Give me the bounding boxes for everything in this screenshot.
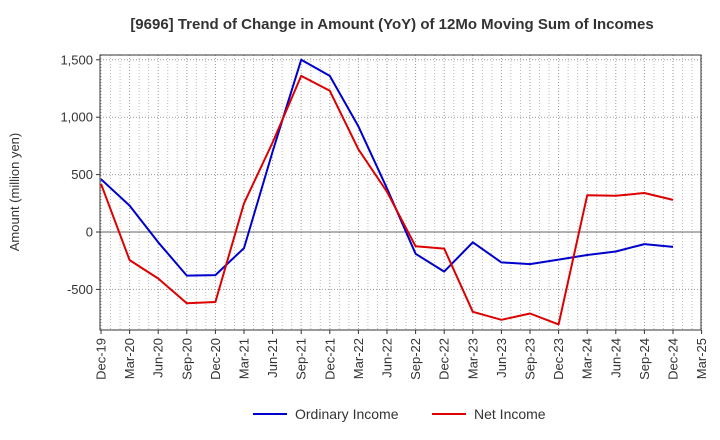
- x-tick-label: Mar-24: [580, 338, 595, 379]
- grid-lines: [100, 55, 703, 330]
- x-tick-label: Jun-24: [608, 338, 623, 378]
- y-tick-label: 0: [86, 225, 93, 240]
- series-line-ordinary-income: [100, 58, 674, 277]
- x-tick-label: Sep-24: [637, 338, 652, 380]
- x-tick-label: Jun-20: [151, 338, 166, 378]
- legend: Ordinary Income Net Income: [253, 406, 546, 422]
- series-lines: [100, 58, 674, 326]
- y-tick-label: -500: [67, 282, 93, 297]
- y-tick-label: 1,500: [60, 52, 93, 67]
- plot-area: [99, 54, 702, 331]
- x-tick-label: Jun-22: [380, 338, 395, 378]
- x-tick-label: Mar-25: [694, 338, 709, 379]
- y-axis: -500 0 500 1,000 1,500: [60, 52, 100, 297]
- legend-label: Net Income: [474, 406, 546, 422]
- x-tick-label: Jun-23: [494, 338, 509, 378]
- x-tick-label: Mar-20: [122, 338, 137, 379]
- y-tick-label: 500: [71, 167, 93, 182]
- x-tick-label: Dec-19: [94, 338, 109, 380]
- y-axis-label: Amount (million yen): [7, 133, 22, 252]
- x-tick-label: Dec-24: [666, 338, 681, 380]
- x-tick-label: Dec-20: [208, 338, 223, 380]
- legend-label: Ordinary Income: [295, 406, 399, 422]
- series-line-net-income: [100, 74, 674, 326]
- x-tick-label: Dec-22: [437, 338, 452, 380]
- x-axis: Dec-19 Mar-20 Jun-20 Sep-20 Dec-20 Mar-21 Jun-…: [94, 330, 709, 380]
- x-tick-label: Sep-23: [523, 338, 538, 380]
- chart-title: [9696] Trend of Change in Amount (YoY) o…: [130, 16, 653, 33]
- x-tick-label: Mar-22: [351, 338, 366, 379]
- x-tick-label: Sep-21: [294, 338, 309, 380]
- x-tick-label: Mar-23: [465, 338, 480, 379]
- x-tick-label: Mar-21: [237, 338, 252, 379]
- x-tick-label: Jun-21: [265, 338, 280, 378]
- x-tick-label: Dec-21: [322, 338, 337, 380]
- y-tick-label: 1,000: [60, 110, 93, 125]
- x-tick-label: Dec-23: [551, 338, 566, 380]
- x-tick-label: Sep-22: [408, 338, 423, 380]
- x-tick-label: Sep-20: [179, 338, 194, 380]
